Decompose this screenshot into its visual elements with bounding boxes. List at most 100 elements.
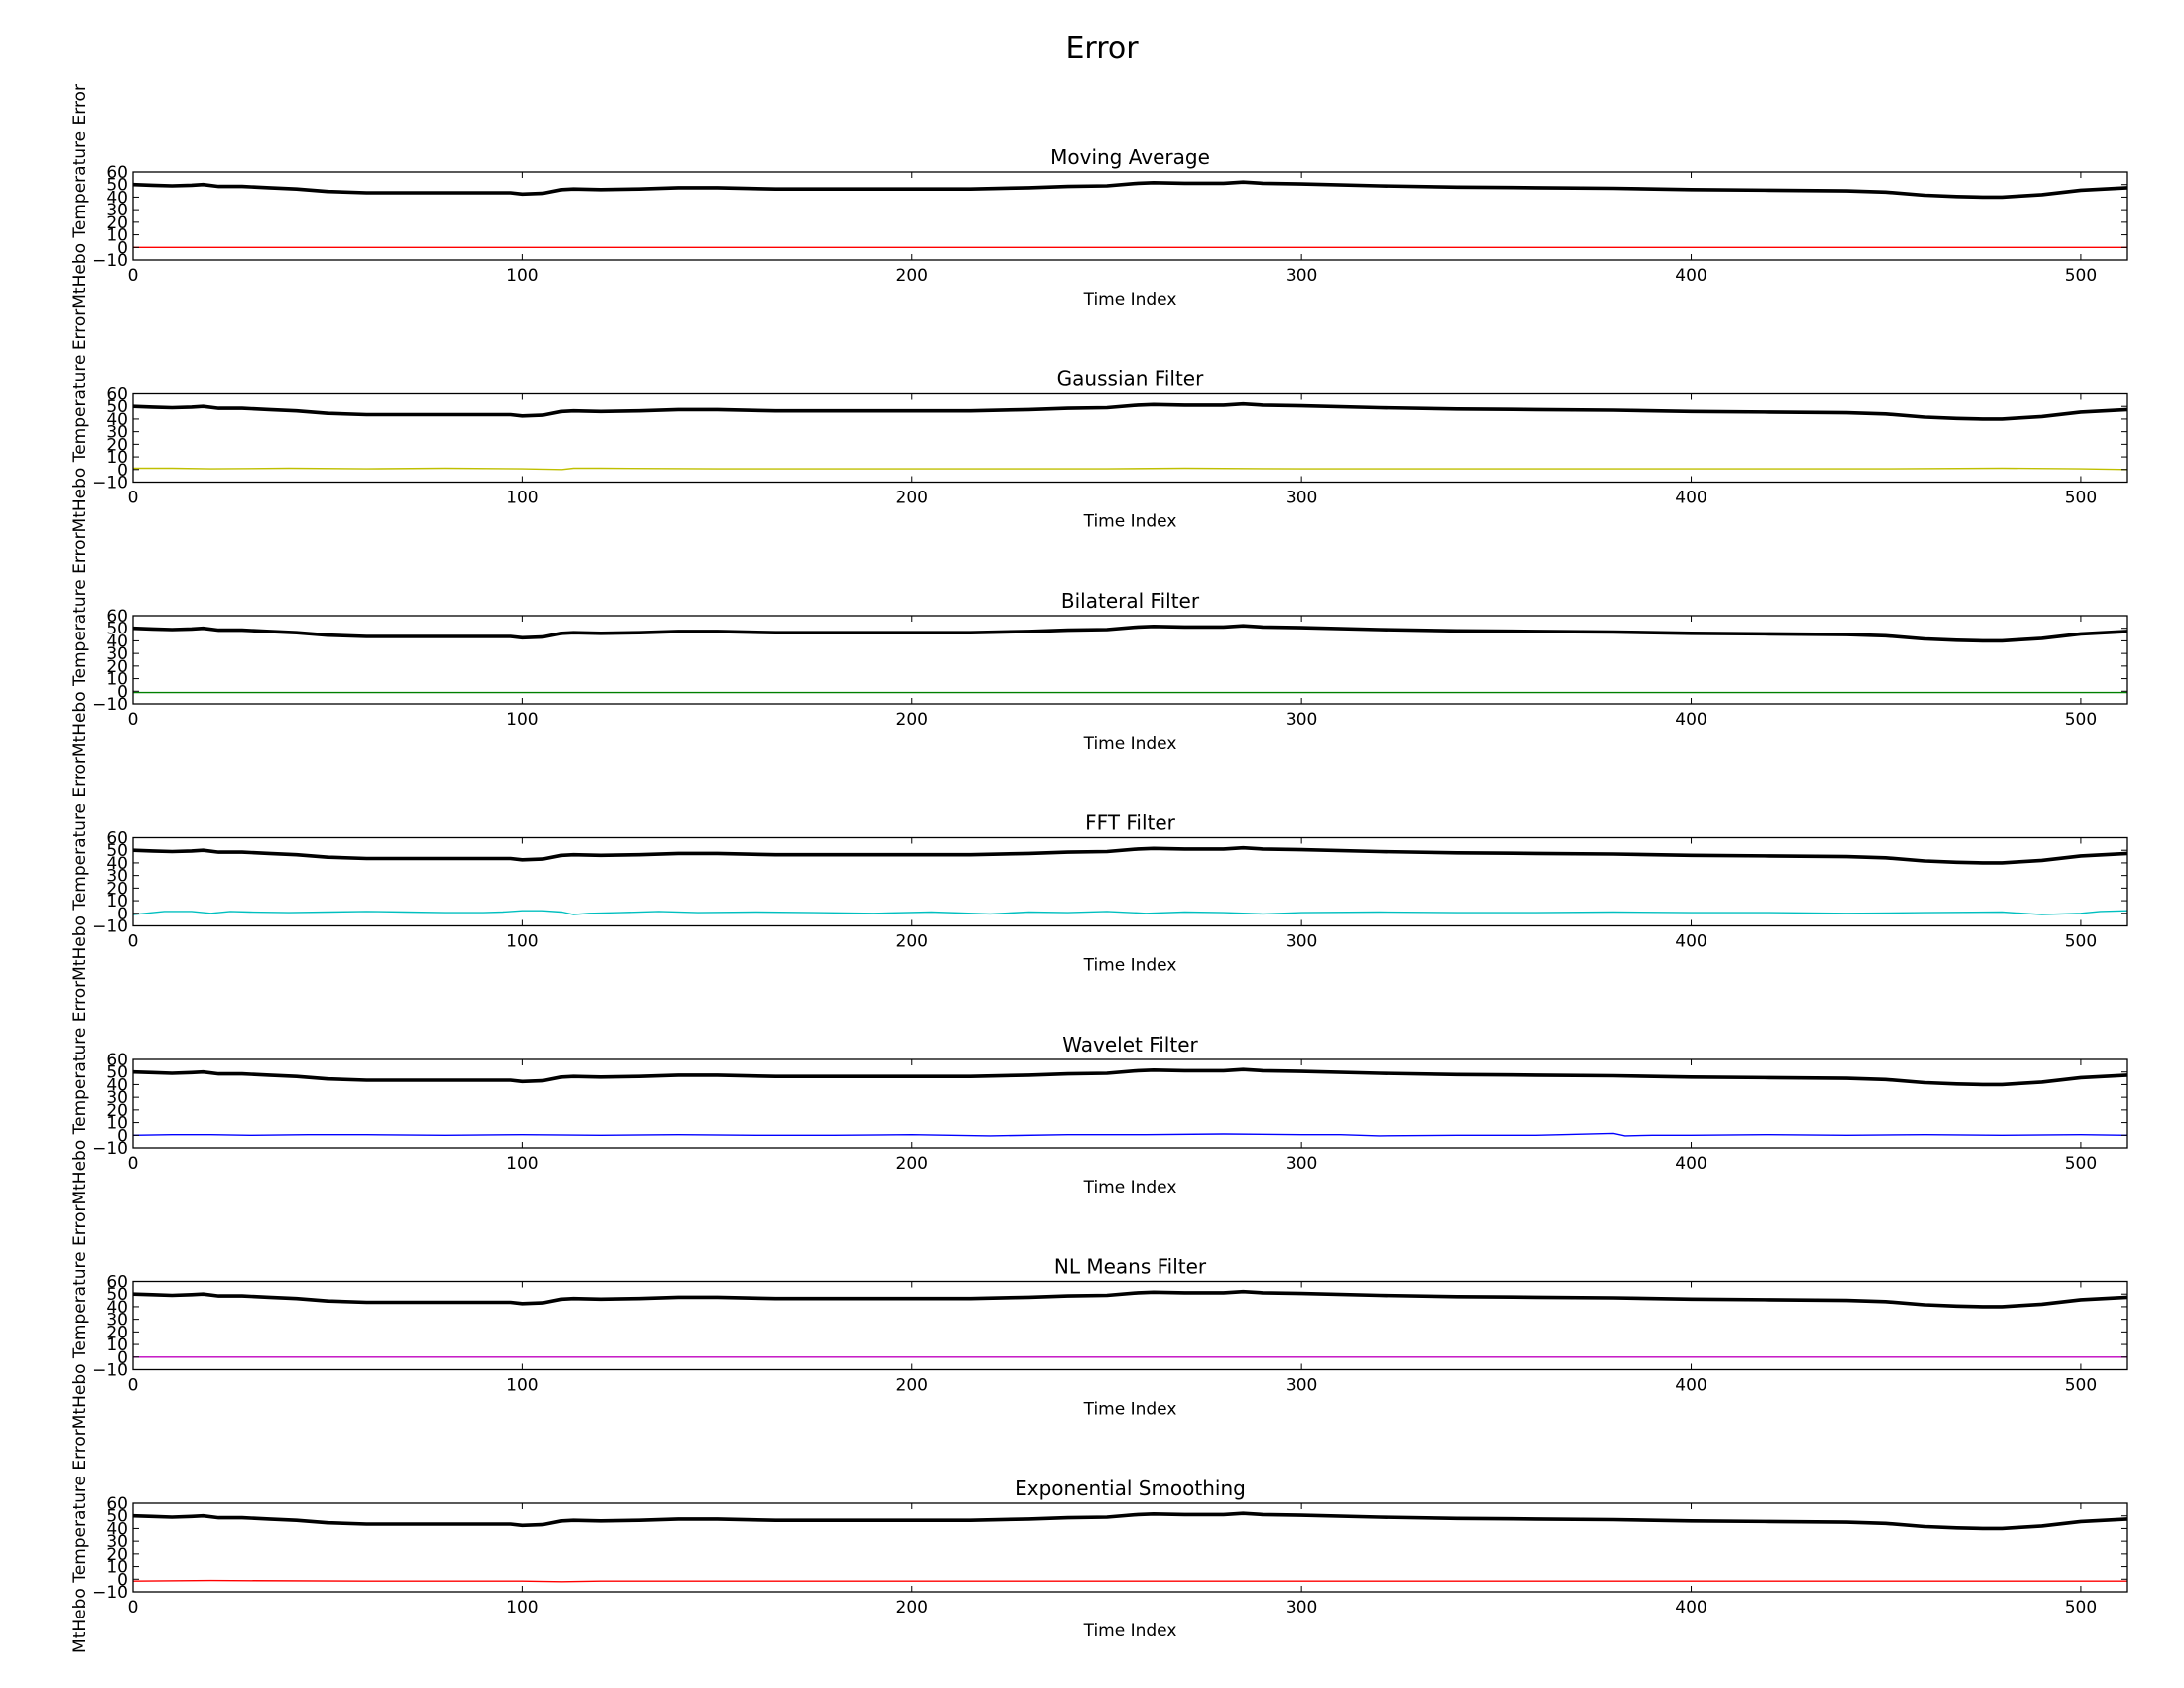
x-tick-label: 500 xyxy=(2065,1598,2097,1618)
subplot-title: Wavelet Filter xyxy=(1062,1033,1198,1056)
x-tick-label: 0 xyxy=(128,932,139,952)
x-tick-label: 300 xyxy=(1286,1598,1317,1618)
subplot-title: FFT Filter xyxy=(1085,811,1176,835)
x-axis-label: Time Index xyxy=(1083,290,1177,310)
x-tick-label: 100 xyxy=(506,1154,538,1174)
y-tick-label: 30 xyxy=(106,867,128,887)
x-tick-label: 200 xyxy=(896,1154,928,1174)
y-tick-label: 10 xyxy=(106,1114,128,1134)
subplot-3: Bilateral Filter 0 100 200 300 400 500 −1001020… xyxy=(92,589,2128,754)
y-tick-label: 40 xyxy=(106,188,128,208)
x-tick-label: 300 xyxy=(1286,1154,1317,1174)
subplot-title: Moving Average xyxy=(1050,145,1210,169)
plot-frame xyxy=(132,1058,2128,1149)
y-tick-label: 60 xyxy=(106,1051,128,1070)
figure-title: Error xyxy=(1065,31,1139,66)
y-tick-label: 30 xyxy=(106,423,128,443)
y-tick-label: 10 xyxy=(106,1558,128,1578)
y-tick-label: −10 xyxy=(92,474,128,493)
plot-frame xyxy=(132,171,2128,261)
x-tick-label: 200 xyxy=(896,1598,928,1618)
error-series-line xyxy=(133,910,2127,915)
x-tick-label: 100 xyxy=(506,266,538,286)
x-tick-label: 200 xyxy=(896,266,928,286)
y-tick-label: 30 xyxy=(106,644,128,664)
x-tick-label: 0 xyxy=(128,489,139,508)
y-tick-label: 60 xyxy=(106,607,128,627)
x-tick-label: 300 xyxy=(1286,266,1317,286)
reference-series-line xyxy=(133,180,2127,200)
y-tick-label: 30 xyxy=(106,201,128,220)
x-tick-label: 400 xyxy=(1675,266,1706,286)
y-tick-label: 0 xyxy=(117,905,128,924)
reference-series-line xyxy=(133,624,2127,643)
x-axis-label: Time Index xyxy=(1083,1621,1177,1641)
plot-frame xyxy=(132,615,2128,705)
y-tick-label: 10 xyxy=(106,448,128,468)
x-tick-label: 100 xyxy=(506,489,538,508)
y-tick-label: 10 xyxy=(106,892,128,912)
plot-frame xyxy=(132,1502,2128,1593)
subplot-title: Bilateral Filter xyxy=(1061,589,1200,613)
y-tick-label: 60 xyxy=(106,1494,128,1514)
x-axis-label: Time Index xyxy=(1083,1178,1177,1197)
y-tick-label: 30 xyxy=(106,1311,128,1331)
x-tick-label: 300 xyxy=(1286,1376,1317,1396)
y-tick-label: 0 xyxy=(117,682,128,702)
y-tick-label: −10 xyxy=(92,1361,128,1381)
subplot-title: Gaussian Filter xyxy=(1057,367,1204,391)
x-tick-label: 400 xyxy=(1675,710,1706,730)
x-tick-label: 500 xyxy=(2065,1154,2097,1174)
x-axis-label: Time Index xyxy=(1083,1400,1177,1420)
reference-series-line xyxy=(133,1067,2127,1087)
y-tick-label: 20 xyxy=(106,1101,128,1121)
y-tick-label: 40 xyxy=(106,410,128,430)
y-tick-label: 50 xyxy=(106,841,128,861)
subplot-title: Exponential Smoothing xyxy=(1015,1477,1246,1500)
x-tick-label: 400 xyxy=(1675,1154,1706,1174)
subplot-title: NL Means Filter xyxy=(1054,1255,1207,1279)
x-tick-label: 400 xyxy=(1675,1376,1706,1396)
y-tick-label: 20 xyxy=(106,879,128,899)
y-tick-label: 0 xyxy=(117,1570,128,1590)
y-tick-label: 50 xyxy=(106,620,128,639)
figure-ylabel: MtHebo Temperature ErrorMtHebo Temperatu… xyxy=(70,84,90,1653)
y-tick-label: 0 xyxy=(117,1126,128,1146)
y-tick-label: 50 xyxy=(106,1507,128,1527)
y-tick-label: 50 xyxy=(106,1063,128,1083)
error-series-line xyxy=(133,467,2127,471)
x-tick-label: 100 xyxy=(506,1376,538,1396)
x-tick-label: 200 xyxy=(896,710,928,730)
y-tick-label: 20 xyxy=(106,657,128,677)
y-tick-label: 40 xyxy=(106,1075,128,1095)
reference-series-line xyxy=(133,845,2127,865)
y-tick-label: 0 xyxy=(117,238,128,258)
y-tick-label: 20 xyxy=(106,1323,128,1342)
reference-series-line xyxy=(133,1511,2127,1531)
y-tick-label: 40 xyxy=(106,854,128,874)
y-tick-label: 50 xyxy=(106,176,128,196)
y-tick-label: 60 xyxy=(106,163,128,183)
y-tick-label: −10 xyxy=(92,917,128,937)
y-tick-label: 60 xyxy=(106,829,128,849)
x-tick-label: 400 xyxy=(1675,489,1706,508)
y-tick-label: 40 xyxy=(106,1298,128,1318)
reference-series-line xyxy=(133,1289,2127,1309)
y-tick-label: −10 xyxy=(92,695,128,715)
x-tick-label: 100 xyxy=(506,1598,538,1618)
x-tick-label: 500 xyxy=(2065,1376,2097,1396)
x-tick-label: 500 xyxy=(2065,710,2097,730)
x-axis-label: Time Index xyxy=(1083,956,1177,976)
y-tick-label: 20 xyxy=(106,1545,128,1565)
plot-frame xyxy=(132,836,2128,927)
x-tick-label: 500 xyxy=(2065,932,2097,952)
y-tick-label: 60 xyxy=(106,1273,128,1293)
x-tick-label: 100 xyxy=(506,932,538,952)
y-tick-label: 30 xyxy=(106,1088,128,1108)
error-series-line xyxy=(133,1132,2127,1137)
